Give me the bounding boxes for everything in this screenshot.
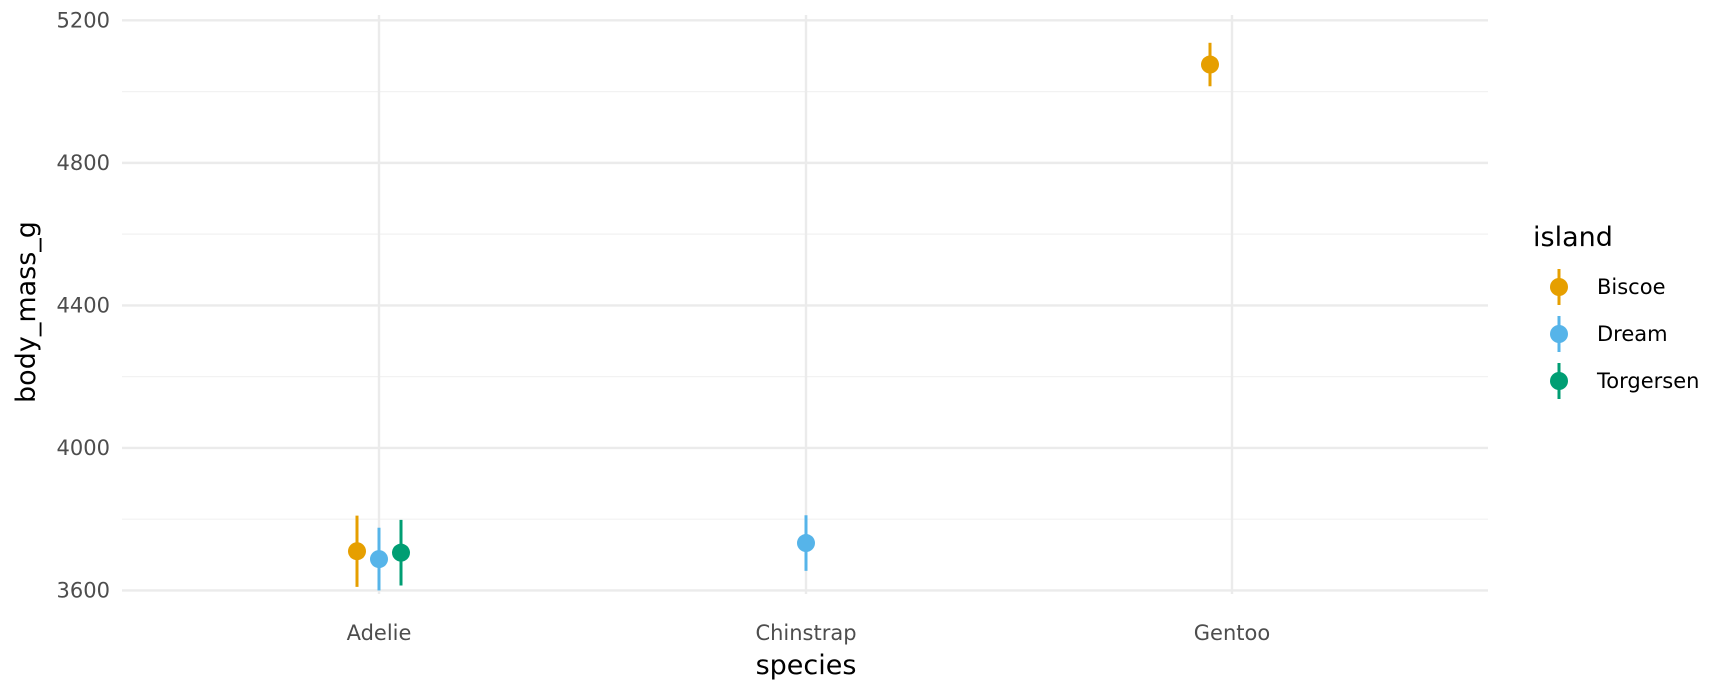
legend-title: island xyxy=(1533,222,1613,253)
legend-item: Biscoe xyxy=(1550,269,1666,305)
data-point-group xyxy=(392,519,410,586)
data-layer xyxy=(348,42,1219,591)
legend-label: Torgersen xyxy=(1596,369,1699,393)
data-point-group xyxy=(348,515,366,587)
y-tick-label: 5200 xyxy=(57,8,110,32)
data-point xyxy=(797,534,815,553)
x-tick-label: Chinstrap xyxy=(755,621,856,645)
legend-item: Dream xyxy=(1550,316,1668,352)
y-tick-labels: 3600 4000 4400 4800 5200 xyxy=(57,8,110,602)
y-tick-label: 4800 xyxy=(57,151,110,175)
data-point xyxy=(348,542,366,561)
legend-label: Dream xyxy=(1597,322,1668,346)
x-tick-label: Adelie xyxy=(347,621,412,645)
data-point xyxy=(1201,55,1219,74)
y-tick-label: 4400 xyxy=(57,293,110,317)
y-tick-label: 3600 xyxy=(57,578,110,602)
legend-key-point xyxy=(1550,278,1568,296)
legend-key-point xyxy=(1550,325,1568,343)
data-point-group xyxy=(370,527,388,591)
data-point xyxy=(392,543,410,562)
x-tick-label: Gentoo xyxy=(1194,621,1270,645)
legend-key-point xyxy=(1550,372,1568,390)
legend-item: Torgersen xyxy=(1550,363,1699,399)
grid-layer xyxy=(122,15,1488,594)
x-tick-labels: Adelie Chinstrap Gentoo xyxy=(347,621,1271,645)
data-point-group xyxy=(1201,42,1219,87)
x-axis-title: species xyxy=(756,650,857,681)
legend: island Biscoe Dream Torgersen xyxy=(1533,222,1699,399)
legend-label: Biscoe xyxy=(1597,275,1666,299)
data-point-group xyxy=(797,515,815,571)
y-axis-title: body_mass_g xyxy=(11,221,42,403)
data-point xyxy=(370,550,388,569)
y-tick-label: 4000 xyxy=(57,436,110,460)
legend-items: Biscoe Dream Torgersen xyxy=(1550,269,1699,399)
